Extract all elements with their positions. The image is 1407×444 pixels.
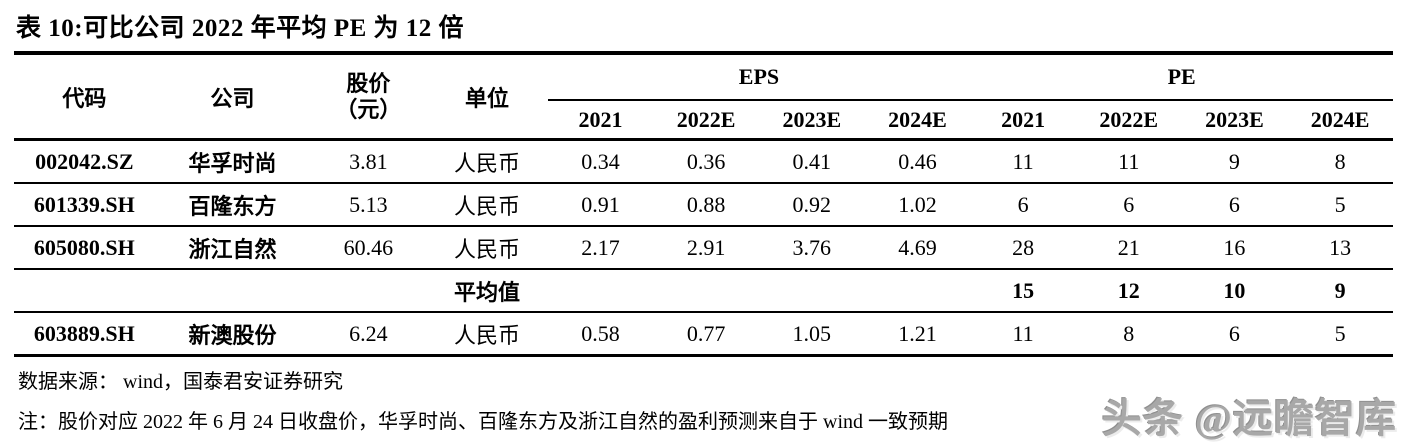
eps-2023e: 0.92 <box>792 191 832 217</box>
empty-cell <box>14 269 155 312</box>
pe-2024e: 5 <box>1334 320 1346 346</box>
company-name: 新澳股份 <box>188 322 277 348</box>
company-name: 华孚时尚 <box>188 150 277 176</box>
avg-pe-2024e: 9 <box>1334 277 1346 303</box>
header-eps-2023e: 2023E <box>782 106 842 132</box>
header-price: 股价 （元） <box>310 55 426 140</box>
header-pe-group: PE <box>970 55 1393 101</box>
avg-pe-2021: 15 <box>1012 277 1035 303</box>
header-eps-2024e: 2024E <box>888 106 947 132</box>
pe-2021: 11 <box>1012 320 1034 346</box>
pe-2023e: 6 <box>1228 191 1240 217</box>
table-row-xinao: 603889.SH 新澳股份 6.24 人民币 0.58 0.77 1.05 1… <box>14 312 1393 356</box>
eps-2022e: 0.88 <box>686 191 726 217</box>
eps-2022e: 0.36 <box>686 148 726 174</box>
table-row-bailong: 601339.SH 百隆东方 5.13 人民币 0.91 0.88 0.92 1… <box>14 183 1393 226</box>
stock-price: 60.46 <box>343 234 394 260</box>
eps-2023e: 1.05 <box>792 320 832 346</box>
stock-code: 002042.SZ <box>35 148 134 174</box>
header-pe-2021: 2021 <box>1001 106 1046 132</box>
table-row-average: 平均值 15 12 10 9 <box>14 269 1393 312</box>
avg-pe-2023e: 10 <box>1223 277 1246 303</box>
header-pe-2023e: 2023E <box>1205 106 1264 132</box>
empty-cell <box>310 269 426 312</box>
header-price-line1: 股价 <box>346 71 391 97</box>
stock-price: 5.13 <box>349 191 388 217</box>
eps-2023e: 0.41 <box>792 148 832 174</box>
eps-2024e: 4.69 <box>898 234 937 260</box>
stock-code: 601339.SH <box>33 191 135 217</box>
pe-2024e: 8 <box>1334 148 1346 174</box>
currency-unit: 人民币 <box>453 236 520 262</box>
eps-2022e: 0.77 <box>686 320 726 346</box>
eps-2023e: 3.76 <box>792 234 832 260</box>
stock-price: 6.24 <box>349 320 388 346</box>
pe-2022e: 8 <box>1123 320 1135 346</box>
eps-2022e: 2.91 <box>686 234 726 260</box>
header-group-row: 代码 公司 股价 （元） 单位 EPS PE <box>14 55 1393 122</box>
company-name: 浙江自然 <box>188 236 277 262</box>
pe-2022e: 21 <box>1117 234 1140 260</box>
eps-2021: 0.91 <box>581 191 620 217</box>
table-header: 代码 公司 股价 （元） 单位 EPS PE 2021 2022E 2023E … <box>14 55 1393 140</box>
pe-2021: 28 <box>1012 234 1035 260</box>
pe-2023e: 6 <box>1228 320 1240 346</box>
eps-2021: 2.17 <box>581 234 620 260</box>
header-code: 代码 <box>62 85 107 111</box>
table-row-huafu: 002042.SZ 华孚时尚 3.81 人民币 0.34 0.36 0.41 0… <box>14 140 1393 183</box>
table-title: 表 10:可比公司 2022 年平均 PE 为 12 倍 <box>14 6 1393 55</box>
header-years-row: 2021 2022E 2023E 2024E 2021 2022E 2023E … <box>14 100 1393 140</box>
header-company: 公司 <box>210 85 255 111</box>
currency-unit: 人民币 <box>453 150 520 176</box>
table-body: 002042.SZ 华孚时尚 3.81 人民币 0.34 0.36 0.41 0… <box>14 140 1393 356</box>
eps-2024e: 0.46 <box>898 148 937 174</box>
pe-2022e: 11 <box>1118 148 1140 174</box>
eps-2024e: 1.21 <box>898 320 937 346</box>
data-source-line: 数据来源： wind，国泰君安证券研究 <box>18 371 343 393</box>
pe-2022e: 6 <box>1123 191 1135 217</box>
comparable-companies-table: 代码 公司 股价 （元） 单位 EPS PE 2021 2022E 2023E … <box>14 55 1393 357</box>
pe-2023e: 16 <box>1223 234 1246 260</box>
header-price-line2: （元） <box>335 96 402 122</box>
empty-cell <box>759 269 865 312</box>
header-pe-2024e: 2024E <box>1310 106 1370 132</box>
company-name: 百隆东方 <box>188 193 277 219</box>
header-pe-2022e: 2022E <box>1099 106 1159 132</box>
stock-code: 605080.SH <box>33 234 135 260</box>
header-eps-2022e: 2022E <box>676 106 736 132</box>
note-text: 注：股价对应 2022 年 6 月 24 日收盘价，华孚时尚、百隆东方及浙江自然… <box>18 411 948 433</box>
empty-cell <box>548 269 654 312</box>
currency-unit: 人民币 <box>453 322 520 348</box>
watermark-text: 头条 @远瞻智库 <box>1101 396 1397 441</box>
pe-2024e: 13 <box>1329 234 1352 260</box>
empty-cell <box>653 269 759 312</box>
pe-2023e: 9 <box>1228 148 1240 174</box>
note-row: 注：股价对应 2022 年 6 月 24 日收盘价，华孚时尚、百隆东方及浙江自然… <box>14 396 1396 441</box>
report-table-page: 表 10:可比公司 2022 年平均 PE 为 12 倍 代码 公司 股价 （元… <box>14 6 1396 441</box>
empty-cell <box>865 269 971 312</box>
header-eps-group: EPS <box>547 55 971 101</box>
empty-cell <box>155 269 311 312</box>
avg-pe-2022e: 12 <box>1117 277 1140 303</box>
average-label: 平均值 <box>453 279 520 305</box>
eps-2024e: 1.02 <box>898 191 937 217</box>
pe-2021: 6 <box>1017 191 1029 217</box>
stock-price: 3.81 <box>349 148 388 174</box>
stock-code: 603889.SH <box>33 320 135 346</box>
eps-2021: 0.58 <box>581 320 620 346</box>
header-unit: 单位 <box>464 85 509 111</box>
pe-2024e: 5 <box>1334 191 1346 217</box>
header-eps-2021: 2021 <box>578 106 623 132</box>
currency-unit: 人民币 <box>453 193 520 219</box>
table-row-zhejiang: 605080.SH 浙江自然 60.46 人民币 2.17 2.91 3.76 … <box>14 226 1393 269</box>
eps-2021: 0.34 <box>581 148 620 174</box>
pe-2021: 11 <box>1012 148 1034 174</box>
